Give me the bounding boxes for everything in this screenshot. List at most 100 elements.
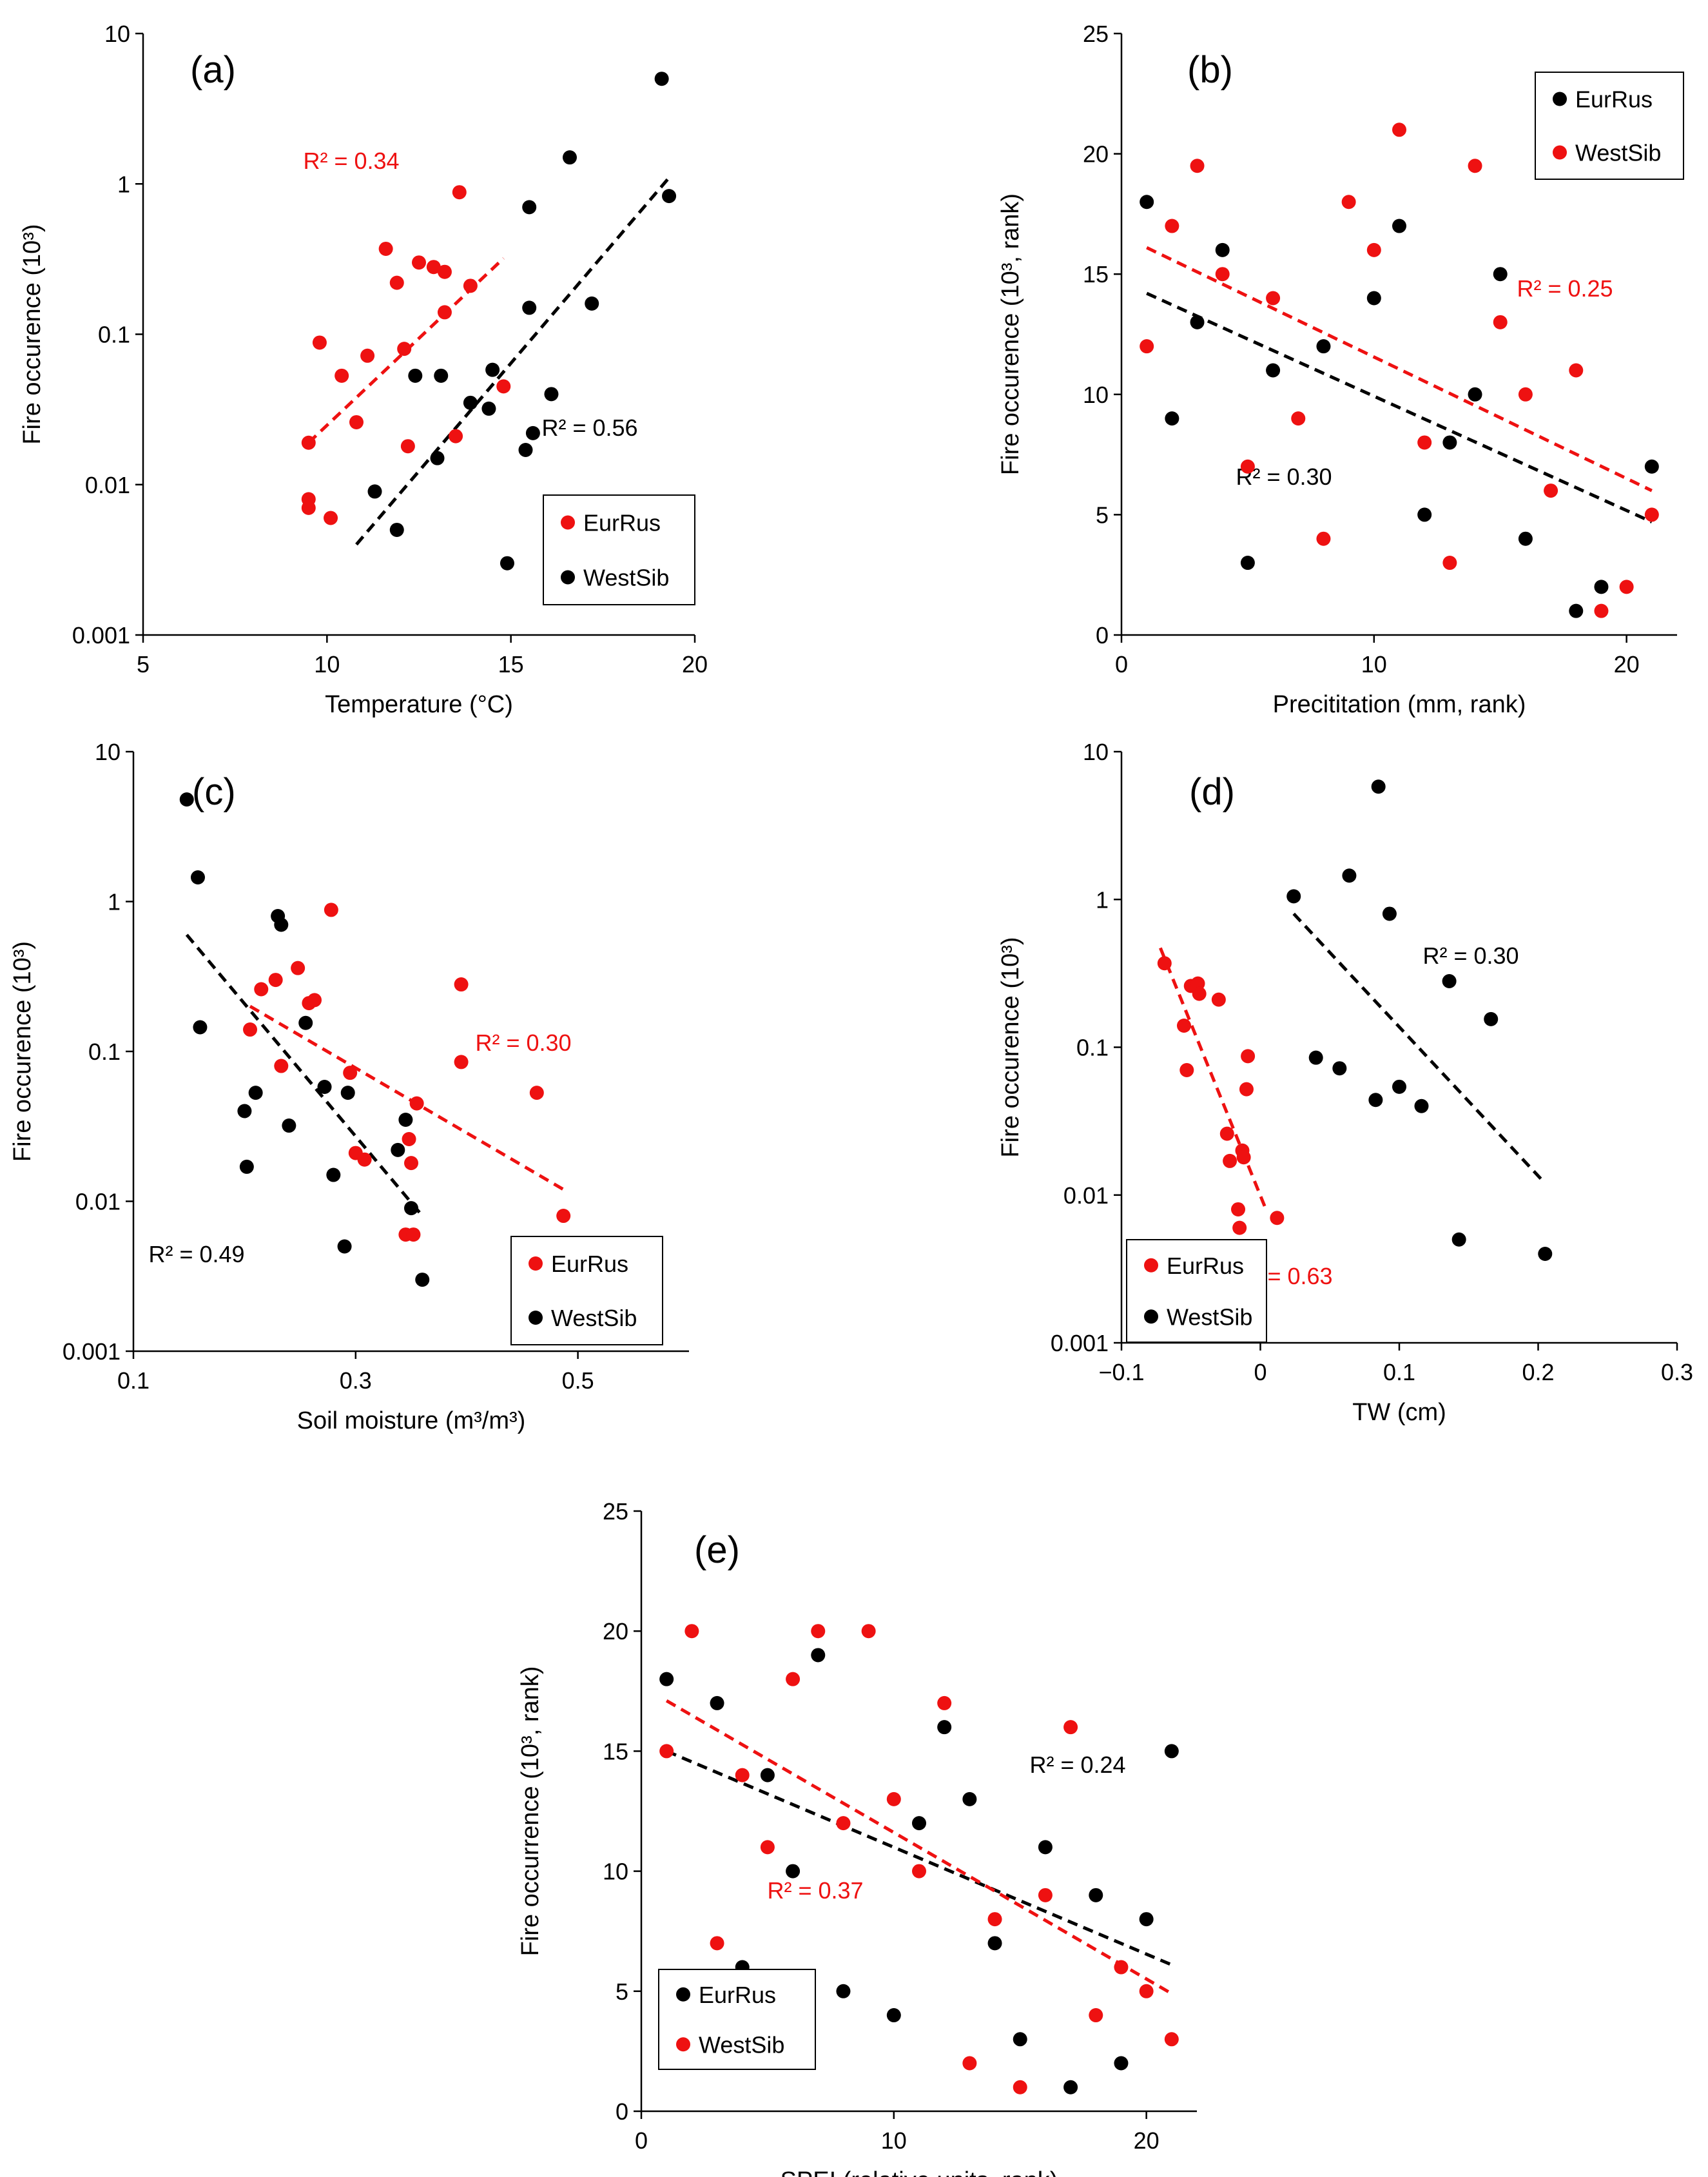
point-eurrus <box>1089 1888 1103 1902</box>
y-tick-label: 0 <box>616 2098 628 2125</box>
legend-label: WestSib <box>699 2031 784 2058</box>
y-axis-title: Fire occurence (10³) <box>19 224 46 444</box>
panel-label: (d) <box>1189 771 1235 813</box>
trendline-westsib <box>1292 912 1547 1185</box>
trendline-westsib <box>1146 246 1653 493</box>
x-axis-title: Soil moisture (m³/m³) <box>297 1407 526 1434</box>
point-westsib <box>415 1273 430 1287</box>
legend-label: EurRus <box>1167 1253 1244 1279</box>
point-eurrus <box>402 1132 416 1147</box>
point-eurrus <box>529 1086 544 1100</box>
point-eurrus <box>254 982 269 997</box>
point-eurrus <box>1468 387 1482 402</box>
point-eurrus <box>437 264 452 279</box>
point-eurrus <box>437 305 452 320</box>
legend-marker <box>676 1987 690 2002</box>
point-westsib <box>298 1015 313 1030</box>
panel-label: (e) <box>694 1529 740 1571</box>
point-eurrus <box>1392 219 1406 233</box>
legend-marker <box>1144 1258 1158 1273</box>
point-eurrus <box>1176 1019 1191 1033</box>
x-tick-label: 10 <box>1361 651 1387 678</box>
point-westsib <box>962 2056 977 2071</box>
point-eurrus <box>1240 556 1255 571</box>
y-tick-label: 1 <box>117 171 130 197</box>
r2-label-westsib: R² = 0.30 <box>1422 942 1519 969</box>
point-eurrus <box>291 961 306 975</box>
point-westsib <box>1538 1246 1553 1261</box>
point-eurrus <box>357 1152 372 1167</box>
point-westsib <box>190 870 205 884</box>
y-tick-label: 10 <box>1083 382 1109 408</box>
point-westsib <box>326 1167 341 1182</box>
point-westsib <box>522 200 537 215</box>
point-eurrus <box>307 993 322 1008</box>
trendline-eurrus <box>249 1004 565 1191</box>
point-eurrus <box>1192 986 1207 1001</box>
point-westsib <box>389 522 404 537</box>
point-eurrus <box>324 903 338 917</box>
r2-label-eurrus: R² = 0.34 <box>303 148 399 174</box>
point-westsib <box>1316 531 1331 546</box>
point-westsib <box>562 150 577 165</box>
r2-label-westsib: R² = 0.56 <box>541 415 637 441</box>
legend-label: WestSib <box>583 565 669 591</box>
trendline-eurrus <box>1146 291 1653 523</box>
x-axis-title: Precititation (mm, rank) <box>1273 691 1526 718</box>
y-tick-label: 10 <box>104 21 130 47</box>
y-tick-label: 0 <box>1096 622 1109 649</box>
point-westsib <box>544 387 559 402</box>
point-westsib <box>1619 580 1634 594</box>
x-tick-label: 0 <box>1254 1359 1266 1385</box>
legend-label: EurRus <box>583 510 661 536</box>
point-eurrus <box>426 260 441 275</box>
point-westsib <box>1442 556 1457 571</box>
chart-panel-d: 0.001 0.01 0.1 1 10 −0.1 0 0.1 0.2 0.3 TW (cm) Fire… <box>997 739 1693 1426</box>
legend-marker <box>529 1256 543 1271</box>
point-eurrus <box>1644 459 1659 474</box>
point-eurrus <box>1239 1082 1254 1097</box>
panel-label: (b) <box>1187 49 1233 91</box>
point-westsib <box>485 362 500 377</box>
point-westsib <box>836 1816 851 1831</box>
y-tick-label: 0.1 <box>98 322 130 348</box>
legend-label: WestSib <box>1167 1303 1252 1330</box>
point-eurrus <box>463 278 478 293</box>
point-eurrus <box>1139 1912 1154 1927</box>
point-westsib <box>1544 483 1558 498</box>
point-eurrus <box>301 435 316 450</box>
point-westsib <box>367 484 382 499</box>
y-tick-label: 1 <box>1096 886 1109 913</box>
point-eurrus <box>404 1156 418 1171</box>
point-westsib <box>1414 1098 1429 1113</box>
point-westsib <box>1291 411 1306 426</box>
point-westsib <box>684 1624 699 1639</box>
point-westsib <box>391 1142 405 1157</box>
point-westsib <box>430 451 445 465</box>
point-westsib <box>1013 2080 1027 2094</box>
point-westsib <box>1240 459 1255 474</box>
point-westsib <box>1417 435 1432 450</box>
legend-marker <box>561 570 575 585</box>
y-tick-label: 0.01 <box>1063 1182 1109 1209</box>
point-westsib <box>1518 387 1533 402</box>
point-eurrus <box>1223 1153 1237 1168</box>
point-eurrus <box>1063 2080 1078 2094</box>
point-westsib <box>337 1239 352 1254</box>
point-westsib <box>1038 1888 1053 1902</box>
point-westsib <box>237 1104 252 1118</box>
point-westsib <box>659 1744 674 1759</box>
legend-label: WestSib <box>1575 140 1661 166</box>
point-eurrus <box>710 1695 724 1710</box>
point-westsib <box>1392 1079 1406 1094</box>
point-westsib <box>1286 889 1301 904</box>
point-eurrus <box>397 342 412 356</box>
trendline-westsib <box>355 176 670 546</box>
chart-panel-b: 0 5 10 15 20 25 0 10 20 Precititation (mm, rank) F… <box>997 21 1684 718</box>
point-westsib <box>1451 1232 1466 1247</box>
point-westsib <box>1594 603 1609 618</box>
y-tick-label: 10 <box>603 1859 628 1885</box>
y-tick-label: 0.1 <box>88 1039 121 1065</box>
point-eurrus <box>1493 267 1508 282</box>
point-westsib <box>912 1864 926 1879</box>
